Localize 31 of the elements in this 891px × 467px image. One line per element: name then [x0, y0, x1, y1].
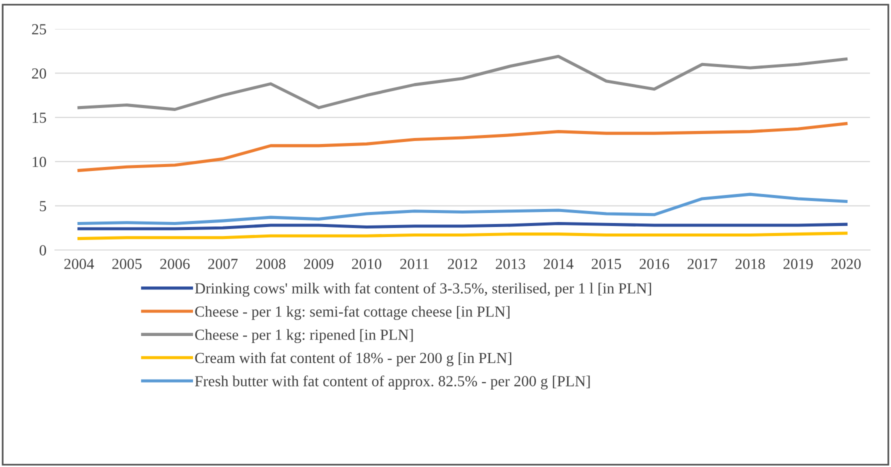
- x-tick-label: 2019: [783, 258, 813, 270]
- x-tick-label: 2020: [831, 258, 861, 270]
- legend-label: Cheese - per 1 kg: semi-fat cottage cheese [in PLN]: [195, 306, 510, 320]
- x-tick-label: 2015: [592, 258, 622, 270]
- x-tick-label: 2005: [112, 258, 142, 270]
- y-tick-label: 5: [40, 201, 46, 212]
- legend-label: Cream with fat content of 18% - per 200 g [in PLN]: [195, 352, 512, 366]
- x-tick-label: 2007: [208, 258, 238, 270]
- y-tick-label: 0: [40, 245, 46, 256]
- x-tick-label: 2013: [496, 258, 526, 270]
- x-tick-label: 2017: [688, 258, 718, 270]
- x-tick-label: 2014: [544, 258, 574, 270]
- y-tick-label: 20: [32, 68, 46, 79]
- x-tick-label: 2018: [736, 258, 765, 270]
- line-series: [77, 54, 848, 111]
- x-tick-label: 2008: [256, 258, 286, 270]
- y-tick-label: 15: [32, 112, 46, 123]
- x-tick-label: 2010: [352, 258, 382, 270]
- legend-label: Cheese - per 1 kg: ripened [in PLN]: [195, 329, 413, 344]
- x-tick-label: 2006: [160, 258, 190, 270]
- x-tick-label: 2004: [64, 258, 94, 270]
- line-series: [77, 192, 848, 226]
- x-tick-label: 2011: [400, 258, 429, 270]
- x-tick-label: 2009: [304, 258, 334, 270]
- legend-label: Fresh butter with fat content of approx. 82.5% - per 200 g [PLN]: [194, 375, 590, 390]
- x-tick-label: 2012: [448, 258, 477, 270]
- x-tick-label: 2016: [640, 258, 670, 270]
- y-tick-label: 10: [32, 156, 46, 168]
- line-series: [77, 122, 848, 172]
- legend-label: Drinking cows' milk with fat content of 3-3.5%, sterilised, per 1 l [in PLN]: [194, 282, 652, 297]
- y-tick-label: 25: [32, 24, 46, 34]
